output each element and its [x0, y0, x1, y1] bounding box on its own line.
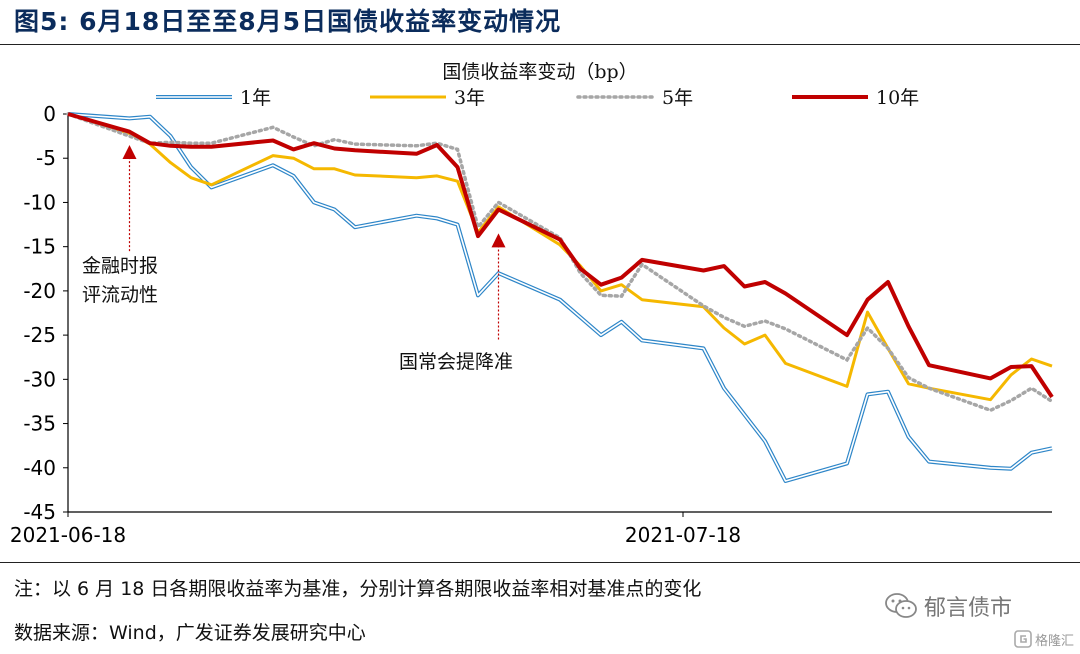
footer-divider	[0, 562, 1080, 563]
annotation-label-line: 评流动性	[82, 284, 158, 306]
y-tick-label: -40	[23, 456, 56, 480]
legend-label-3: 5年	[662, 87, 693, 109]
legend-label-1: 1年	[240, 87, 271, 109]
chart-note: 注：以 6 月 18 日各期限收益率为基准，分别计算各期限收益率相对基准点的变化	[14, 578, 702, 600]
title-divider	[0, 44, 1080, 45]
x-tick-label: 2021-06-18	[10, 523, 126, 547]
y-tick-label: -35	[23, 412, 56, 436]
y-tick-label: -45	[23, 500, 56, 524]
y-tick-label: -5	[36, 146, 56, 170]
logo-text: 格隆汇	[1034, 633, 1074, 649]
annotation-label: 金融时报评流动性	[82, 255, 158, 306]
annotation-arrowhead	[122, 144, 137, 159]
annotation-label-line: 金融时报	[82, 255, 158, 277]
annotation-label: 国常会提降准	[399, 351, 513, 373]
annotation-arrowhead	[491, 233, 506, 248]
legend-label-2: 3年	[454, 87, 485, 109]
data-source: 数据来源：Wind，广发证券发展研究中心	[14, 622, 366, 644]
series-line-4	[67, 112, 1054, 399]
legend-label-4: 10年	[876, 87, 919, 109]
series-line-1-inner	[67, 113, 1053, 482]
y-tick-label: -20	[23, 279, 56, 303]
y-tick-label: 0	[43, 102, 56, 126]
gelonghui-logo-icon	[1014, 630, 1032, 648]
y-tick-label: -25	[23, 323, 56, 347]
y-tick-label: -30	[23, 367, 56, 391]
chart-series	[66, 112, 1054, 483]
y-tick-label: -15	[23, 235, 56, 259]
series-line-2	[67, 112, 1053, 402]
x-tick-label: 2021-07-18	[625, 523, 741, 547]
annotation-label-line: 国常会提降准	[399, 351, 513, 373]
watermark: 郁言债市	[884, 590, 1012, 622]
figure-title: 图5: 6月18日至至8月5日国债收益率变动情况	[14, 7, 562, 36]
watermark-text: 郁言债市	[924, 596, 1013, 621]
y-tick-label: -10	[23, 190, 56, 214]
series-line-3	[66, 112, 1054, 413]
source-logo: 格隆汇	[1014, 628, 1074, 650]
legend-title: 国债收益率变动（bp）	[442, 61, 637, 83]
wechat-icon	[885, 593, 917, 618]
chart-legend: 国债收益率变动（bp） 1年 3年 5年 10年	[156, 61, 919, 109]
